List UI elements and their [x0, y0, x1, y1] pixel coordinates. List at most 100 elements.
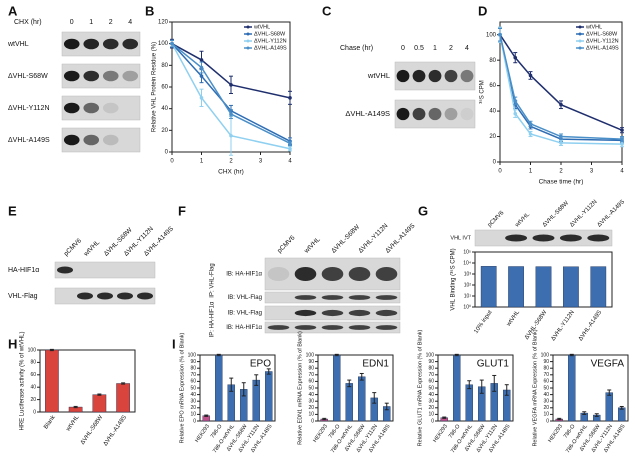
- y-tick-label: 80: [190, 366, 196, 372]
- legend-label: ΔVHL-S68W: [254, 31, 286, 37]
- x-axis-label: Chase time (hr): [539, 179, 584, 186]
- y-tick-label: 40: [308, 392, 314, 398]
- y-tick-label: 20: [308, 405, 314, 411]
- x-tick-label: 4: [620, 169, 624, 175]
- blot-band: [102, 70, 119, 82]
- lane-label: 4: [128, 19, 132, 26]
- data-point: [513, 99, 518, 103]
- panel-label: H: [8, 336, 17, 351]
- blot-band: [83, 38, 100, 50]
- y-tick-label: 100: [188, 352, 197, 358]
- y-tick-label: 10⁴: [463, 260, 471, 266]
- y-tick-label: 80: [308, 366, 314, 372]
- blot-band: [102, 102, 119, 114]
- blot-band: [348, 266, 371, 282]
- legend-label: ΔVHL-A149S: [586, 45, 619, 51]
- blot-band: [505, 234, 528, 242]
- y-tick-label: 100: [426, 352, 435, 358]
- lane-label: 0.5: [414, 45, 424, 52]
- lane-label: 0: [401, 45, 405, 52]
- y-tick-label: 30: [543, 399, 549, 405]
- blot-band: [396, 107, 410, 121]
- blot-band: [294, 309, 317, 317]
- y-tick-label: 20: [489, 134, 496, 140]
- y-axis-label: HRE Luciferase activity (% of wtVHL): [20, 331, 26, 430]
- panel-label: E: [8, 203, 17, 218]
- y-tick-label: 70: [543, 372, 549, 378]
- blot-band: [532, 234, 555, 242]
- blot-band: [63, 38, 80, 50]
- blot-band: [375, 325, 398, 330]
- blot-band: [267, 266, 290, 282]
- y-tick-label: 80: [489, 58, 496, 64]
- blot-band: [122, 38, 139, 50]
- y-axis-label: Relative VEGFA mRNA Expression (% of Bla…: [532, 329, 538, 446]
- legend-marker: [246, 39, 250, 43]
- blot-band: [294, 325, 317, 330]
- x-tick-label: 2: [559, 169, 563, 175]
- blot-band: [83, 134, 100, 146]
- y-tick-label: 100: [306, 352, 315, 358]
- blot-band: [412, 69, 426, 83]
- y-axis-label: VHL Binding (³⁵S CPM): [450, 248, 457, 310]
- series-line: [171, 43, 291, 142]
- blot-axis-label: CHX (hr): [14, 19, 42, 26]
- bar: [333, 354, 341, 422]
- data-point: [528, 132, 533, 136]
- data-point: [288, 96, 292, 100]
- bar: [265, 371, 273, 422]
- x-tick-label: 1: [529, 169, 533, 175]
- blot-band: [444, 107, 458, 121]
- y-tick-label: 90: [190, 359, 196, 365]
- panel-label: I: [172, 336, 176, 351]
- x-tick-label: ΔVHL-A149S: [578, 310, 603, 343]
- bar: [480, 266, 497, 308]
- legend-label: wtVHL: [585, 24, 602, 30]
- blot-band: [375, 266, 398, 282]
- legend-label: wtVHL: [253, 24, 270, 30]
- blot-band: [294, 295, 317, 300]
- lane-label: wtVHL: [514, 211, 532, 229]
- row-label: ΔVHL-A149S: [8, 137, 50, 144]
- blot-band: [375, 309, 398, 317]
- y-tick-label: 60: [428, 379, 434, 385]
- data-point: [170, 41, 174, 46]
- y-tick-label: 50: [308, 385, 314, 391]
- blot-band: [294, 266, 317, 282]
- group-label: IP: HA-HIF1α: [210, 301, 216, 337]
- y-tick-label: 0: [33, 409, 36, 415]
- y-tick-label: 0: [493, 160, 497, 166]
- legend-marker: [578, 32, 582, 36]
- y-tick-label: 20: [161, 128, 168, 134]
- lane-label: 2: [449, 45, 453, 52]
- panel-label: F: [178, 203, 186, 218]
- legend-label: ΔVHL-A149S: [254, 45, 287, 51]
- lane-label: ΔVHL-S68W: [542, 200, 571, 229]
- row-label: IB: HA-HIF1α: [226, 272, 262, 278]
- y-tick-label: 20: [428, 405, 434, 411]
- y-tick-label: 10³: [464, 271, 472, 277]
- y-tick-label: 70: [428, 372, 434, 378]
- y-tick-label: 30: [308, 399, 314, 405]
- blot-band: [122, 70, 139, 82]
- lane-label: 0: [70, 19, 74, 26]
- y-tick-label: 10: [428, 412, 434, 418]
- row-label: IB: VHL-Flag: [228, 311, 262, 317]
- y-tick-label: 80: [428, 366, 434, 372]
- bar: [45, 349, 59, 413]
- y-tick-label: 80: [30, 360, 36, 366]
- row-label: wtVHL: [7, 41, 29, 48]
- y-tick-label: 0: [165, 150, 169, 156]
- y-tick-label: 40: [543, 392, 549, 398]
- blot-band: [102, 38, 119, 50]
- data-point: [559, 134, 563, 139]
- y-tick-label: 60: [190, 379, 196, 385]
- panel-label: C: [322, 3, 332, 18]
- bar: [252, 379, 260, 422]
- lane-label: ΔVHL-A149S: [597, 199, 626, 228]
- x-tick-label: HEK293: [194, 424, 211, 444]
- y-tick-label: 40: [428, 392, 434, 398]
- blot-band: [460, 107, 474, 121]
- data-point: [288, 141, 292, 146]
- y-tick-label: 50: [428, 385, 434, 391]
